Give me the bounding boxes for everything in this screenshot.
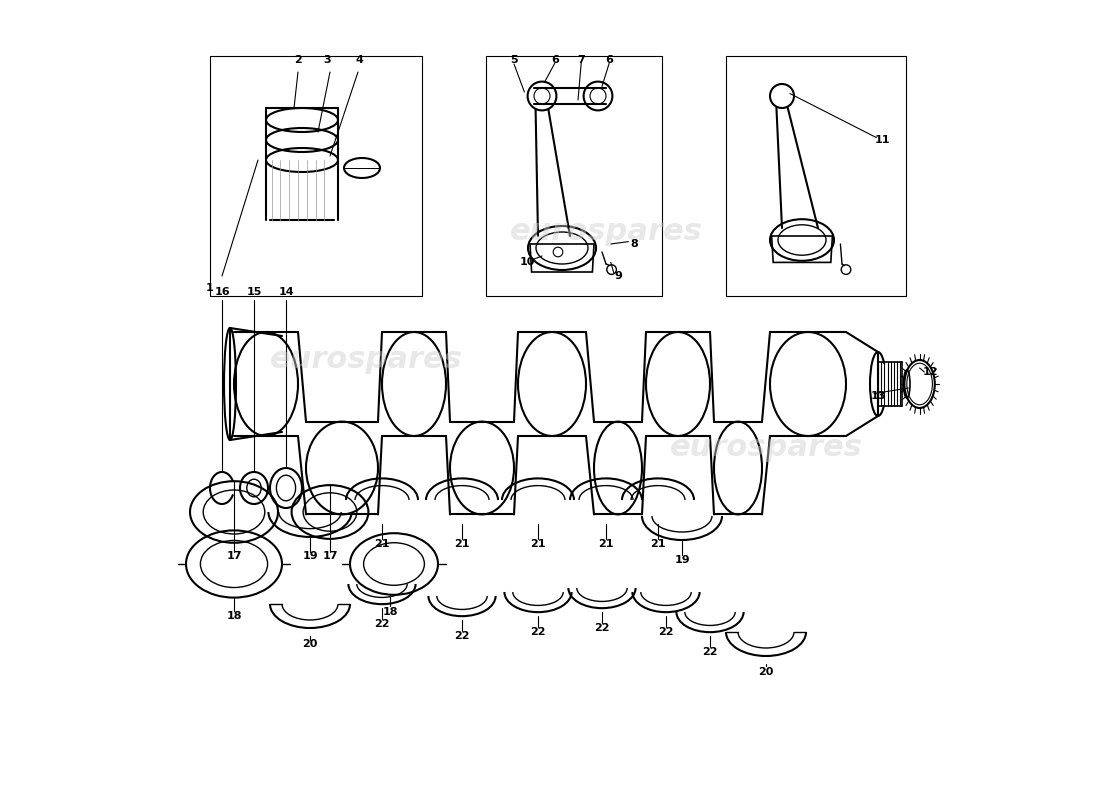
Text: 22: 22 bbox=[374, 619, 389, 629]
Text: 18: 18 bbox=[227, 611, 242, 621]
Text: eurospares: eurospares bbox=[670, 434, 862, 462]
Text: 8: 8 bbox=[630, 239, 638, 249]
Text: 9: 9 bbox=[614, 271, 622, 281]
Text: 2: 2 bbox=[294, 55, 301, 65]
Text: 11: 11 bbox=[874, 135, 890, 145]
Text: 12: 12 bbox=[922, 367, 937, 377]
Text: 15: 15 bbox=[246, 287, 262, 297]
Text: 22: 22 bbox=[658, 627, 673, 637]
Text: 18: 18 bbox=[383, 607, 398, 617]
Text: 17: 17 bbox=[322, 551, 338, 561]
Text: 22: 22 bbox=[530, 627, 546, 637]
Text: 3: 3 bbox=[323, 55, 331, 65]
Text: 21: 21 bbox=[530, 539, 546, 549]
Text: 22: 22 bbox=[454, 631, 470, 641]
Text: 21: 21 bbox=[650, 539, 666, 549]
Text: 13: 13 bbox=[870, 391, 886, 401]
Text: 5: 5 bbox=[510, 55, 518, 65]
Text: 6: 6 bbox=[551, 55, 559, 65]
Text: 22: 22 bbox=[594, 623, 609, 633]
Text: 7: 7 bbox=[578, 55, 585, 65]
Text: 1: 1 bbox=[206, 283, 213, 293]
Text: 16: 16 bbox=[214, 287, 230, 297]
Text: 21: 21 bbox=[374, 539, 389, 549]
Text: 14: 14 bbox=[278, 287, 294, 297]
Text: eurospares: eurospares bbox=[270, 346, 462, 374]
Text: 20: 20 bbox=[302, 639, 318, 649]
Text: 19: 19 bbox=[674, 555, 690, 565]
Text: 6: 6 bbox=[605, 55, 613, 65]
Text: 22: 22 bbox=[702, 647, 717, 657]
Text: 4: 4 bbox=[355, 55, 363, 65]
Text: 10: 10 bbox=[520, 258, 536, 267]
Text: 17: 17 bbox=[227, 551, 242, 561]
Text: 20: 20 bbox=[758, 667, 773, 677]
Text: 19: 19 bbox=[302, 551, 318, 561]
Text: eurospares: eurospares bbox=[509, 218, 703, 246]
Text: 21: 21 bbox=[454, 539, 470, 549]
Text: 21: 21 bbox=[598, 539, 614, 549]
